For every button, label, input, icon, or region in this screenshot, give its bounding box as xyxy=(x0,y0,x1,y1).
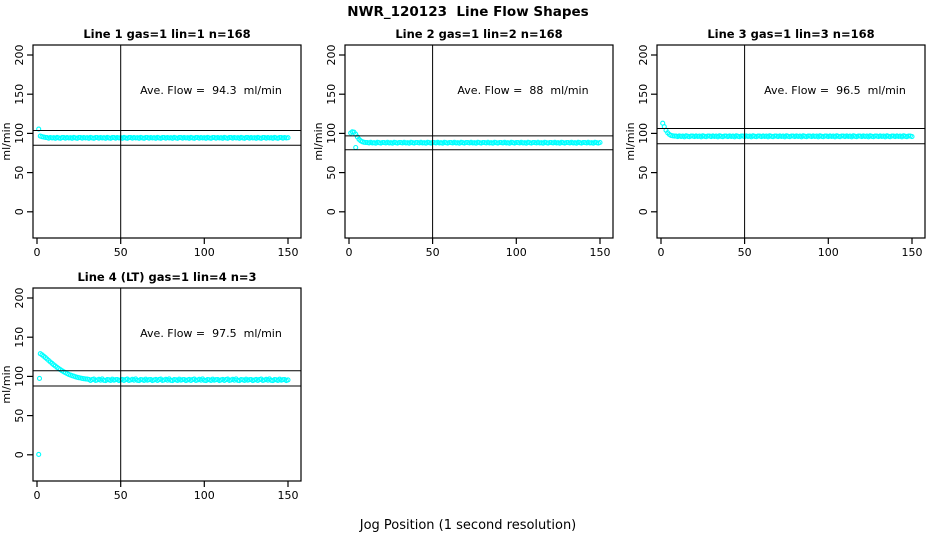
panel-4-title: Line 4 (LT) gas=1 lin=4 n=3 xyxy=(77,270,256,284)
panel-line-3: Line 3 gas=1 lin=3 n=168 ml/min Ave. Flo… xyxy=(624,27,926,259)
data-points xyxy=(660,120,915,140)
x-tick-label: 0 xyxy=(34,489,41,502)
x-tick-label: 50 xyxy=(426,246,440,259)
panel-3-y-axis-label: ml/min xyxy=(624,122,637,160)
y-tick-label: 100 xyxy=(325,123,338,144)
x-axis-ticks: 0 50 100 150 xyxy=(34,238,299,259)
y-tick-label: 200 xyxy=(13,45,26,66)
x-tick-label: 100 xyxy=(194,246,215,259)
figure-title: NWR_120123 Line Flow Shapes xyxy=(347,4,588,20)
reference-lines xyxy=(33,45,301,238)
data-points xyxy=(36,126,291,141)
reference-lines xyxy=(345,45,613,238)
y-tick-label: 50 xyxy=(637,166,650,180)
x-tick-label: 0 xyxy=(346,246,353,259)
y-tick-label: 0 xyxy=(325,208,338,215)
plot-box xyxy=(344,44,614,239)
x-tick-label: 0 xyxy=(34,246,41,259)
y-tick-label: 0 xyxy=(13,451,26,458)
x-tick-label: 50 xyxy=(738,246,752,259)
panel-4-y-axis-label: ml/min xyxy=(0,365,13,403)
x-tick-label: 0 xyxy=(658,246,665,259)
panel-1-y-axis-label: ml/min xyxy=(0,122,13,160)
panel-3-ave-flow-annotation: Ave. Flow = 96.5 ml/min xyxy=(764,84,906,97)
panel-4-ave-flow-annotation: Ave. Flow = 97.5 ml/min xyxy=(140,327,282,340)
y-axis-ticks: 0 50 100 150 200 xyxy=(13,288,33,458)
x-tick-label: 150 xyxy=(278,246,299,259)
y-tick-label: 150 xyxy=(637,84,650,105)
panel-line-4: Line 4 (LT) gas=1 lin=4 n=3 ml/min Ave. … xyxy=(0,270,302,502)
y-axis-ticks: 0 50 100 150 200 xyxy=(325,45,345,215)
panel-4-plot-area: 0 50 100 150 0 50 100 150 200 xyxy=(13,287,302,502)
panel-3-title: Line 3 gas=1 lin=3 n=168 xyxy=(707,27,874,41)
data-points xyxy=(348,129,603,151)
x-tick-label: 100 xyxy=(506,246,527,259)
panel-1-ave-flow-annotation: Ave. Flow = 94.3 ml/min xyxy=(140,84,282,97)
y-tick-label: 100 xyxy=(13,123,26,144)
y-axis-ticks: 0 50 100 150 200 xyxy=(13,45,33,215)
x-axis-ticks: 0 50 100 150 xyxy=(346,238,611,259)
x-axis-ticks: 0 50 100 150 xyxy=(658,238,923,259)
x-tick-label: 100 xyxy=(194,489,215,502)
panel-3-plot-area: 0 50 100 150 0 50 100 150 200 xyxy=(637,44,926,259)
panel-1-plot-area: 0 50 100 150 0 50 100 150 200 xyxy=(13,44,302,259)
panel-line-2: Line 2 gas=1 lin=2 n=168 ml/min Ave. Flo… xyxy=(312,27,614,259)
panel-2-y-axis-label: ml/min xyxy=(312,122,325,160)
data-points xyxy=(36,351,291,457)
y-tick-label: 50 xyxy=(13,409,26,423)
x-tick-label: 50 xyxy=(114,489,128,502)
y-tick-label: 0 xyxy=(637,208,650,215)
y-tick-label: 50 xyxy=(13,166,26,180)
y-tick-label: 100 xyxy=(637,123,650,144)
y-tick-label: 50 xyxy=(325,166,338,180)
y-tick-label: 200 xyxy=(637,45,650,66)
panel-2-ave-flow-annotation: Ave. Flow = 88 ml/min xyxy=(457,84,588,97)
x-tick-label: 150 xyxy=(590,246,611,259)
y-tick-label: 200 xyxy=(13,288,26,309)
y-tick-label: 200 xyxy=(325,45,338,66)
y-tick-label: 150 xyxy=(13,84,26,105)
plot-box xyxy=(32,44,302,239)
panel-2-plot-area: 0 50 100 150 0 50 100 150 200 xyxy=(325,44,614,259)
reference-lines xyxy=(33,288,301,481)
panel-2-title: Line 2 gas=1 lin=2 n=168 xyxy=(395,27,562,41)
y-axis-ticks: 0 50 100 150 200 xyxy=(637,45,657,215)
y-tick-label: 150 xyxy=(325,84,338,105)
x-tick-label: 50 xyxy=(114,246,128,259)
panel-1-title: Line 1 gas=1 lin=1 n=168 xyxy=(83,27,250,41)
reference-lines xyxy=(657,45,925,238)
x-axis-ticks: 0 50 100 150 xyxy=(34,481,299,502)
y-tick-label: 100 xyxy=(13,366,26,387)
y-tick-label: 0 xyxy=(13,208,26,215)
x-tick-label: 150 xyxy=(278,489,299,502)
plot-box xyxy=(32,287,302,482)
x-tick-label: 100 xyxy=(818,246,839,259)
x-tick-label: 150 xyxy=(902,246,923,259)
x-axis-label: Jog Position (1 second resolution) xyxy=(359,518,577,533)
panel-line-1: Line 1 gas=1 lin=1 n=168 ml/min Ave. Flo… xyxy=(0,27,302,259)
y-tick-label: 150 xyxy=(13,327,26,348)
plot-box xyxy=(656,44,926,239)
